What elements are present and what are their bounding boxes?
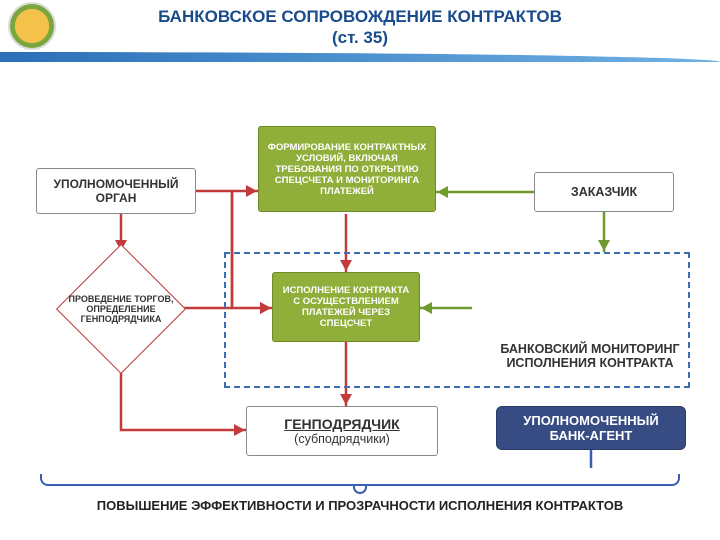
header: БАНКОВСКОЕ СОПРОВОЖДЕНИЕ КОНТРАКТОВ (ст.… xyxy=(0,0,720,68)
footer-text: ПОВЫШЕНИЕ ЭФФЕКТИВНОСТИ И ПРОЗРАЧНОСТИ И… xyxy=(0,498,720,513)
node-formation: ФОРМИРОВАНИЕ КОНТРАКТНЫХ УСЛОВИЙ, ВКЛЮЧА… xyxy=(258,126,436,212)
node-customer-label: ЗАКАЗЧИК xyxy=(571,185,637,199)
label-monitoring-text: БАНКОВСКИЙ МОНИТОРИНГ ИСПОЛНЕНИЯ КОНТРАК… xyxy=(500,342,679,370)
node-execution-label: ИСПОЛНЕНИЕ КОНТРАКТА С ОСУЩЕСТВЛЕНИЕМ ПЛ… xyxy=(279,285,413,329)
bottom-brace xyxy=(40,474,680,486)
emblem-icon xyxy=(8,2,56,50)
node-bank-agent-label: УПОЛНОМОЧЕННЫЙ БАНК-АГЕНТ xyxy=(503,413,679,443)
node-authority: УПОЛНОМОЧЕННЫЙ ОРГАН xyxy=(36,168,196,214)
label-monitoring: БАНКОВСКИЙ МОНИТОРИНГ ИСПОЛНЕНИЯ КОНТРАК… xyxy=(494,342,686,370)
footer-label: ПОВЫШЕНИЕ ЭФФЕКТИВНОСТИ И ПРОЗРАЧНОСТИ И… xyxy=(97,498,623,513)
node-contractor-label: ГЕНПОДРЯДЧИК xyxy=(284,416,399,432)
title-line2: (ст. 35) xyxy=(332,28,388,47)
title-line1: БАНКОВСКОЕ СОПРОВОЖДЕНИЕ КОНТРАКТОВ xyxy=(158,7,562,26)
brace-tip-icon xyxy=(353,484,367,494)
node-tender: ПРОВЕДЕНИЕ ТОРГОВ, ОПРЕДЕЛЕНИЕ ГЕНПОДРЯД… xyxy=(46,252,196,366)
diagram-canvas: УПОЛНОМОЧЕННЫЙ ОРГАН ФОРМИРОВАНИЕ КОНТРА… xyxy=(0,70,720,540)
node-formation-label: ФОРМИРОВАНИЕ КОНТРАКТНЫХ УСЛОВИЙ, ВКЛЮЧА… xyxy=(265,142,429,197)
node-customer: ЗАКАЗЧИК xyxy=(534,172,674,212)
header-wave xyxy=(0,52,720,62)
page-title: БАНКОВСКОЕ СОПРОВОЖДЕНИЕ КОНТРАКТОВ (ст.… xyxy=(0,6,720,49)
node-contractor-sub: (субподрядчики) xyxy=(294,432,390,446)
node-tender-label: ПРОВЕДЕНИЕ ТОРГОВ, ОПРЕДЕЛЕНИЕ ГЕНПОДРЯД… xyxy=(46,294,196,324)
node-authority-label: УПОЛНОМОЧЕННЫЙ ОРГАН xyxy=(43,177,189,205)
node-bank-agent: УПОЛНОМОЧЕННЫЙ БАНК-АГЕНТ xyxy=(496,406,686,450)
node-contractor: ГЕНПОДРЯДЧИК (субподрядчики) xyxy=(246,406,438,456)
node-execution: ИСПОЛНЕНИЕ КОНТРАКТА С ОСУЩЕСТВЛЕНИЕМ ПЛ… xyxy=(272,272,420,342)
